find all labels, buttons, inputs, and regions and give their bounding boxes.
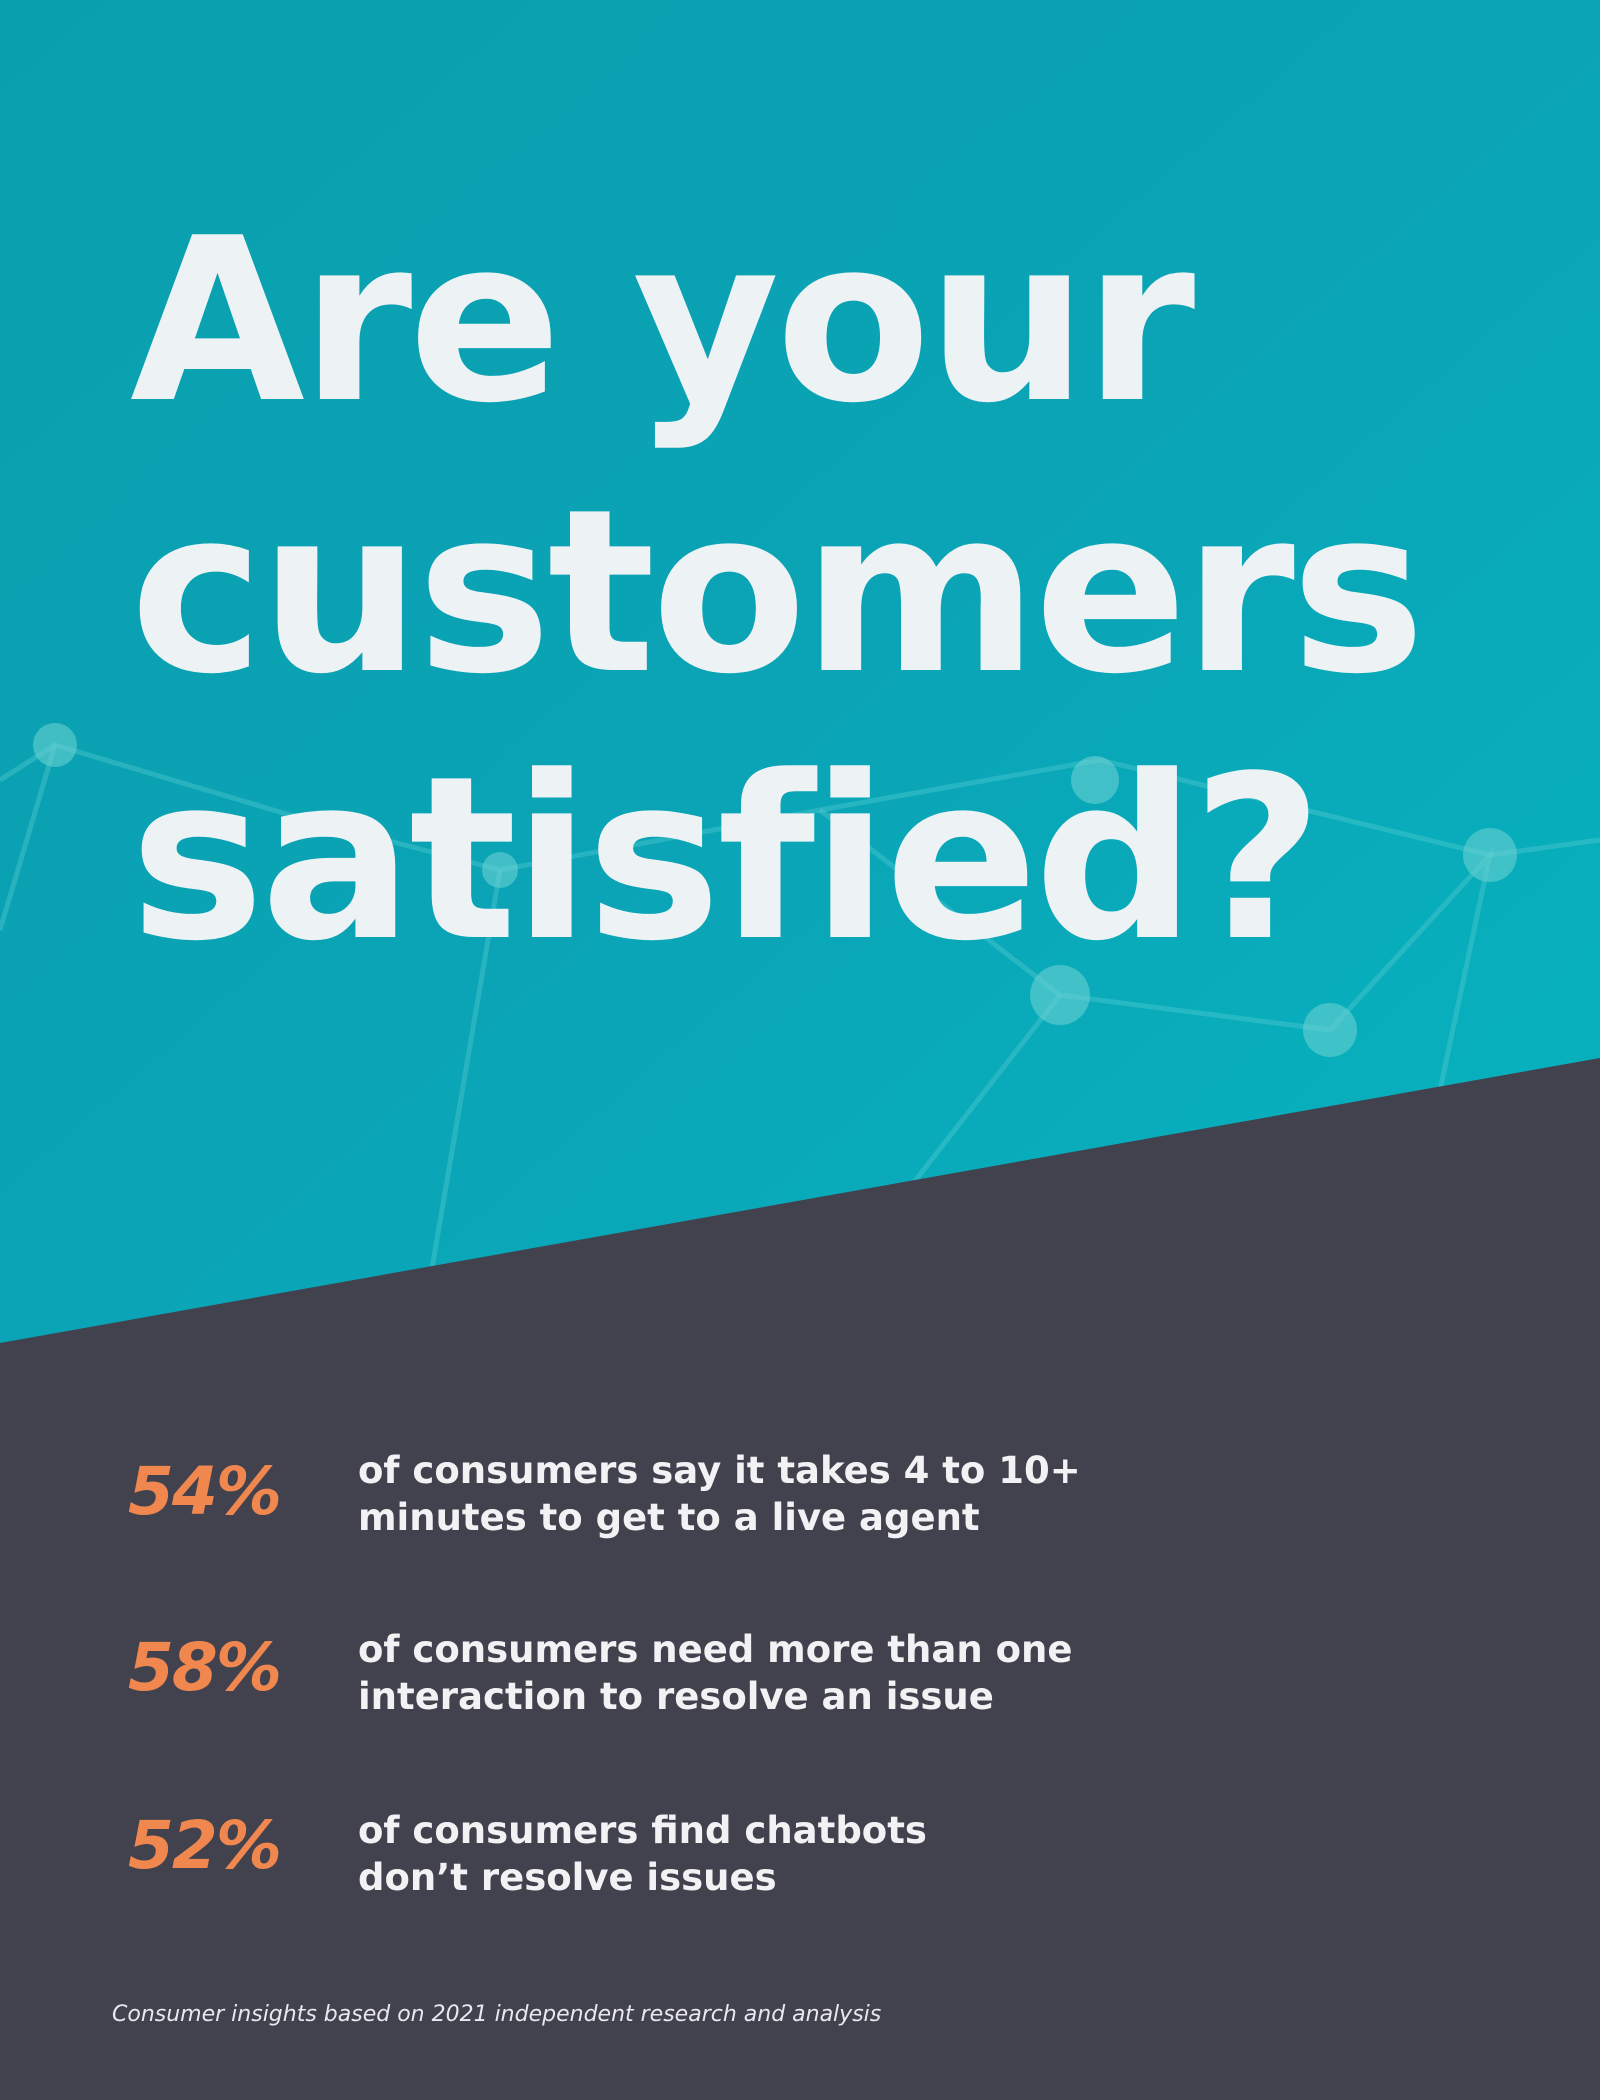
stat-text: interaction to resolve an issue [358, 1675, 994, 1718]
dark-panel [0, 1058, 1600, 2100]
stat-text: minutes to get to a live agent [358, 1496, 980, 1539]
stat-value: 54% [128, 1453, 280, 1530]
network-decoration [0, 742, 1600, 1281]
footnote: Consumer insights based on 2021 independ… [112, 2002, 881, 2027]
stat-text: of consumers find chatbots [358, 1809, 927, 1852]
stat-value: 52% [128, 1807, 280, 1884]
stat-text: of consumers need more than one [358, 1628, 1072, 1671]
headline-line: customers [130, 461, 1421, 724]
network-nodes [33, 723, 1517, 1057]
stat-value: 58% [128, 1629, 280, 1706]
headline-line: Are your [130, 190, 1195, 453]
headline-line: satisfied? [130, 728, 1319, 991]
stat-text: of consumers say it takes 4 to 10+ [358, 1449, 1081, 1492]
stat-text: don’t resolve issues [358, 1856, 777, 1899]
